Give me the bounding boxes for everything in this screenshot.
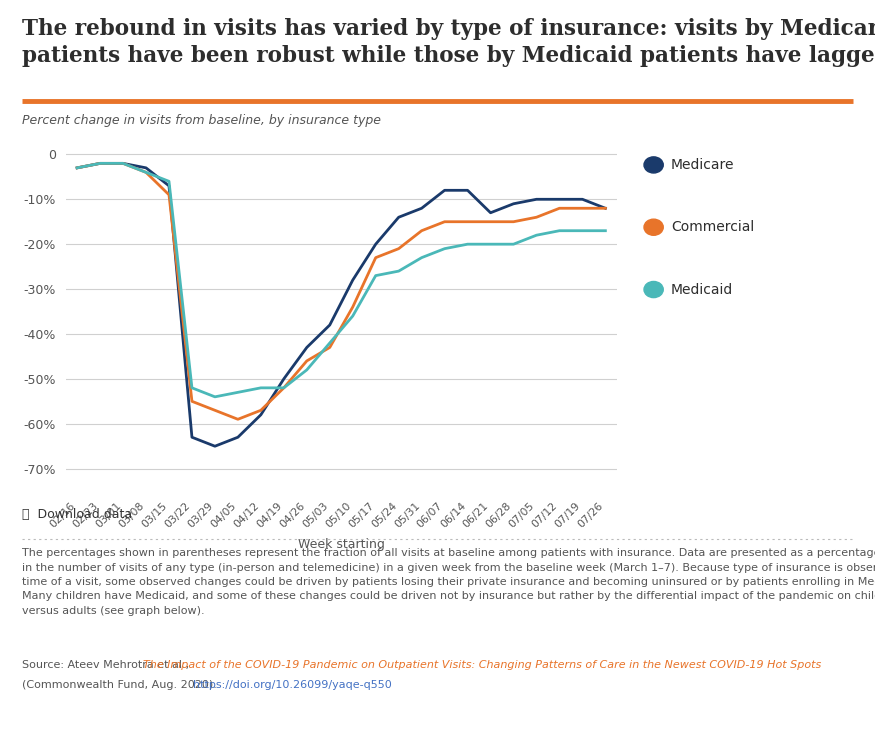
- Text: Commercial: Commercial: [671, 220, 754, 235]
- Text: The Impact of the COVID-19 Pandemic on Outpatient Visits: Changing Patterns of C: The Impact of the COVID-19 Pandemic on O…: [143, 660, 821, 670]
- X-axis label: Week starting: Week starting: [298, 539, 385, 551]
- Text: Source: Ateev Mehrotra et al.,: Source: Ateev Mehrotra et al.,: [22, 660, 192, 670]
- Text: ⤓  Download data: ⤓ Download data: [22, 508, 132, 521]
- Text: Percent change in visits from baseline, by insurance type: Percent change in visits from baseline, …: [22, 114, 381, 127]
- Text: The rebound in visits has varied by type of insurance: visits by Medicare
patien: The rebound in visits has varied by type…: [22, 18, 875, 67]
- Text: (Commonwealth Fund, Aug. 2020).: (Commonwealth Fund, Aug. 2020).: [22, 680, 220, 690]
- Text: The percentages shown in parentheses represent the fraction of all visits at bas: The percentages shown in parentheses rep…: [22, 548, 875, 616]
- Text: https://doi.org/10.26099/yaqe-q550: https://doi.org/10.26099/yaqe-q550: [193, 680, 392, 690]
- Text: Medicare: Medicare: [671, 158, 735, 172]
- Text: Medicaid: Medicaid: [671, 282, 733, 297]
